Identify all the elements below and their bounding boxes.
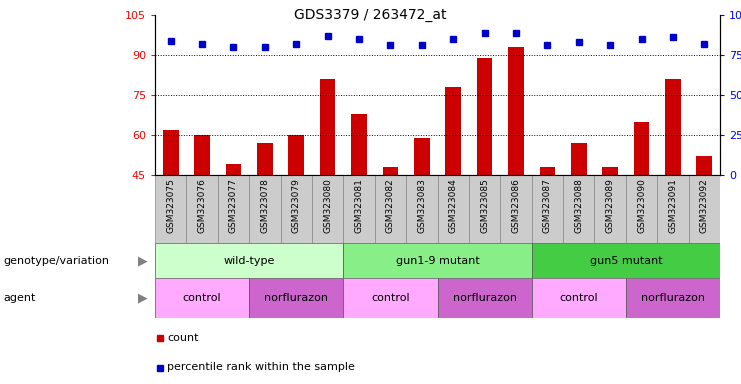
Text: GSM323083: GSM323083 bbox=[417, 179, 426, 233]
Bar bbox=[657, 175, 688, 243]
Text: GSM323081: GSM323081 bbox=[354, 179, 364, 233]
Bar bbox=[382, 167, 398, 175]
Bar bbox=[626, 175, 657, 243]
Bar bbox=[249, 278, 343, 318]
Text: control: control bbox=[559, 293, 598, 303]
Bar bbox=[665, 79, 681, 175]
Bar bbox=[531, 175, 563, 243]
Text: control: control bbox=[371, 293, 410, 303]
Bar bbox=[343, 243, 531, 278]
Bar bbox=[155, 243, 343, 278]
Bar bbox=[476, 58, 493, 175]
Text: GSM323079: GSM323079 bbox=[292, 179, 301, 233]
Text: norflurazon: norflurazon bbox=[265, 293, 328, 303]
Bar bbox=[594, 175, 626, 243]
Text: norflurazon: norflurazon bbox=[641, 293, 705, 303]
Bar bbox=[343, 175, 375, 243]
Bar bbox=[469, 175, 500, 243]
Bar bbox=[634, 122, 649, 175]
Bar bbox=[571, 143, 587, 175]
Text: agent: agent bbox=[4, 293, 36, 303]
Text: percentile rank within the sample: percentile rank within the sample bbox=[167, 362, 355, 372]
Bar bbox=[688, 175, 720, 243]
Text: wild-type: wild-type bbox=[224, 255, 275, 265]
Bar bbox=[281, 175, 312, 243]
Bar bbox=[218, 175, 249, 243]
Text: GSM323077: GSM323077 bbox=[229, 179, 238, 233]
Bar bbox=[500, 175, 531, 243]
Text: GSM323086: GSM323086 bbox=[511, 179, 520, 233]
Text: gun5 mutant: gun5 mutant bbox=[590, 255, 662, 265]
Text: GSM323089: GSM323089 bbox=[605, 179, 614, 233]
Text: GSM323078: GSM323078 bbox=[260, 179, 270, 233]
Text: GSM323087: GSM323087 bbox=[543, 179, 552, 233]
Bar bbox=[531, 243, 720, 278]
Bar bbox=[163, 130, 179, 175]
Bar bbox=[320, 79, 336, 175]
Bar bbox=[351, 114, 367, 175]
Text: genotype/variation: genotype/variation bbox=[4, 255, 110, 265]
Bar bbox=[155, 175, 187, 243]
Bar bbox=[445, 87, 461, 175]
Bar bbox=[225, 164, 242, 175]
Bar bbox=[155, 278, 249, 318]
Bar bbox=[375, 175, 406, 243]
Text: GSM323080: GSM323080 bbox=[323, 179, 332, 233]
Bar bbox=[626, 278, 720, 318]
Text: GSM323085: GSM323085 bbox=[480, 179, 489, 233]
Text: GSM323092: GSM323092 bbox=[700, 179, 709, 233]
Text: ▶: ▶ bbox=[138, 291, 147, 305]
Text: ▶: ▶ bbox=[138, 254, 147, 267]
Text: GSM323090: GSM323090 bbox=[637, 179, 646, 233]
Bar bbox=[257, 143, 273, 175]
Text: GSM323091: GSM323091 bbox=[668, 179, 677, 233]
Bar bbox=[508, 47, 524, 175]
Text: GDS3379 / 263472_at: GDS3379 / 263472_at bbox=[294, 8, 447, 22]
Bar bbox=[288, 135, 304, 175]
Bar bbox=[697, 156, 712, 175]
Bar bbox=[437, 278, 531, 318]
Bar bbox=[539, 167, 555, 175]
Text: control: control bbox=[183, 293, 222, 303]
Bar bbox=[343, 278, 437, 318]
Bar bbox=[563, 175, 594, 243]
Text: count: count bbox=[167, 333, 199, 343]
Text: GSM323084: GSM323084 bbox=[449, 179, 458, 233]
Text: gun1-9 mutant: gun1-9 mutant bbox=[396, 255, 479, 265]
Bar bbox=[249, 175, 281, 243]
Text: GSM323075: GSM323075 bbox=[166, 179, 175, 233]
Bar bbox=[414, 138, 430, 175]
Bar bbox=[602, 167, 618, 175]
Text: GSM323088: GSM323088 bbox=[574, 179, 583, 233]
Bar bbox=[531, 278, 626, 318]
Bar bbox=[437, 175, 469, 243]
Text: GSM323076: GSM323076 bbox=[198, 179, 207, 233]
Text: norflurazon: norflurazon bbox=[453, 293, 516, 303]
Bar bbox=[406, 175, 437, 243]
Bar bbox=[187, 175, 218, 243]
Bar bbox=[312, 175, 343, 243]
Bar bbox=[194, 135, 210, 175]
Text: GSM323082: GSM323082 bbox=[386, 179, 395, 233]
